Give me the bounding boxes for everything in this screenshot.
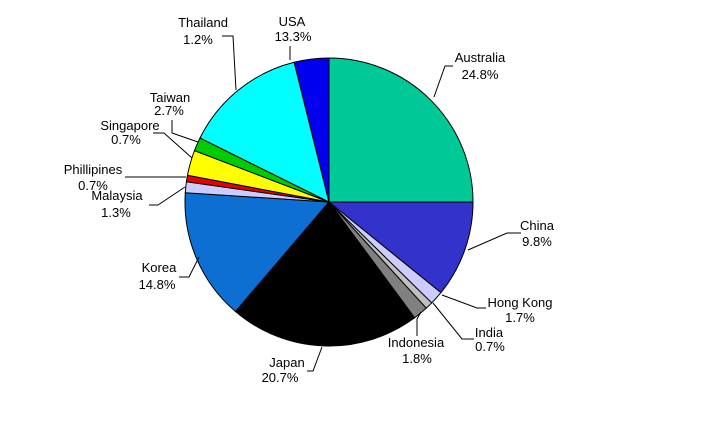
slice-label-korea-percent: 14.8% <box>139 277 176 292</box>
slice-label-australia-percent: 24.8% <box>462 67 499 82</box>
slice-label-australia-name: Australia <box>455 50 506 65</box>
pie-slice-australia <box>328 57 474 203</box>
slice-label-indonesia-percent: 1.8% <box>402 351 432 366</box>
pie-slice-china <box>327 201 474 294</box>
pie-slice-japan <box>234 201 416 347</box>
leader-line-australia <box>433 65 453 98</box>
slice-label-singapore-name: Singapore <box>100 118 159 133</box>
slice-label-hong-kong-percent: 1.7% <box>505 310 535 325</box>
leader-line-hong-kong <box>441 294 486 309</box>
slice-label-usa-percent: 13.3% <box>275 29 312 44</box>
slice-label-malaysia-name: Malaysia <box>91 188 143 203</box>
slice-label-india-percent: 0.7% <box>475 339 505 354</box>
slice-label-malaysia-percent: 1.3% <box>101 205 131 220</box>
leader-line-malaysia <box>149 186 186 206</box>
slice-label-usa-name: USA <box>279 14 306 29</box>
leader-line-indonesia <box>416 311 422 336</box>
pie-slice-usa <box>293 57 330 203</box>
slice-label-singapore-percent: 0.7% <box>111 132 141 147</box>
slice-label-india-name: India <box>475 325 504 340</box>
slice-label-korea-name: Korea <box>142 260 177 275</box>
leader-line-thailand <box>222 35 237 91</box>
slice-label-phillipines-name: Phillipines <box>64 162 123 177</box>
pie-slice-thailand <box>199 61 330 203</box>
leader-line-korea <box>179 256 200 278</box>
leader-line-singapore <box>153 132 193 159</box>
slice-label-thailand-name: Thailand <box>178 15 228 30</box>
slice-label-japan-name: Japan <box>269 355 304 370</box>
slice-label-thailand-percent: 1.2% <box>183 32 213 47</box>
pie-slice-korea <box>184 192 331 313</box>
slice-label-china-name: China <box>520 218 555 233</box>
leader-line-china <box>467 232 521 251</box>
slice-label-indonesia-name: Indonesia <box>388 335 445 350</box>
slice-label-china-percent: 9.8% <box>522 234 552 249</box>
slice-label-phillipines-percent: 0.7% <box>78 178 108 193</box>
leader-line-india <box>432 302 474 340</box>
slice-label-hong-kong-name: Hong Kong <box>487 295 552 310</box>
slice-label-taiwan-percent: 2.7% <box>154 103 184 118</box>
slice-label-japan-percent: 20.7% <box>262 370 299 385</box>
leader-line-japan <box>307 346 323 372</box>
slice-label-taiwan-name: Taiwan <box>150 90 190 105</box>
leader-line-taiwan <box>171 120 199 143</box>
